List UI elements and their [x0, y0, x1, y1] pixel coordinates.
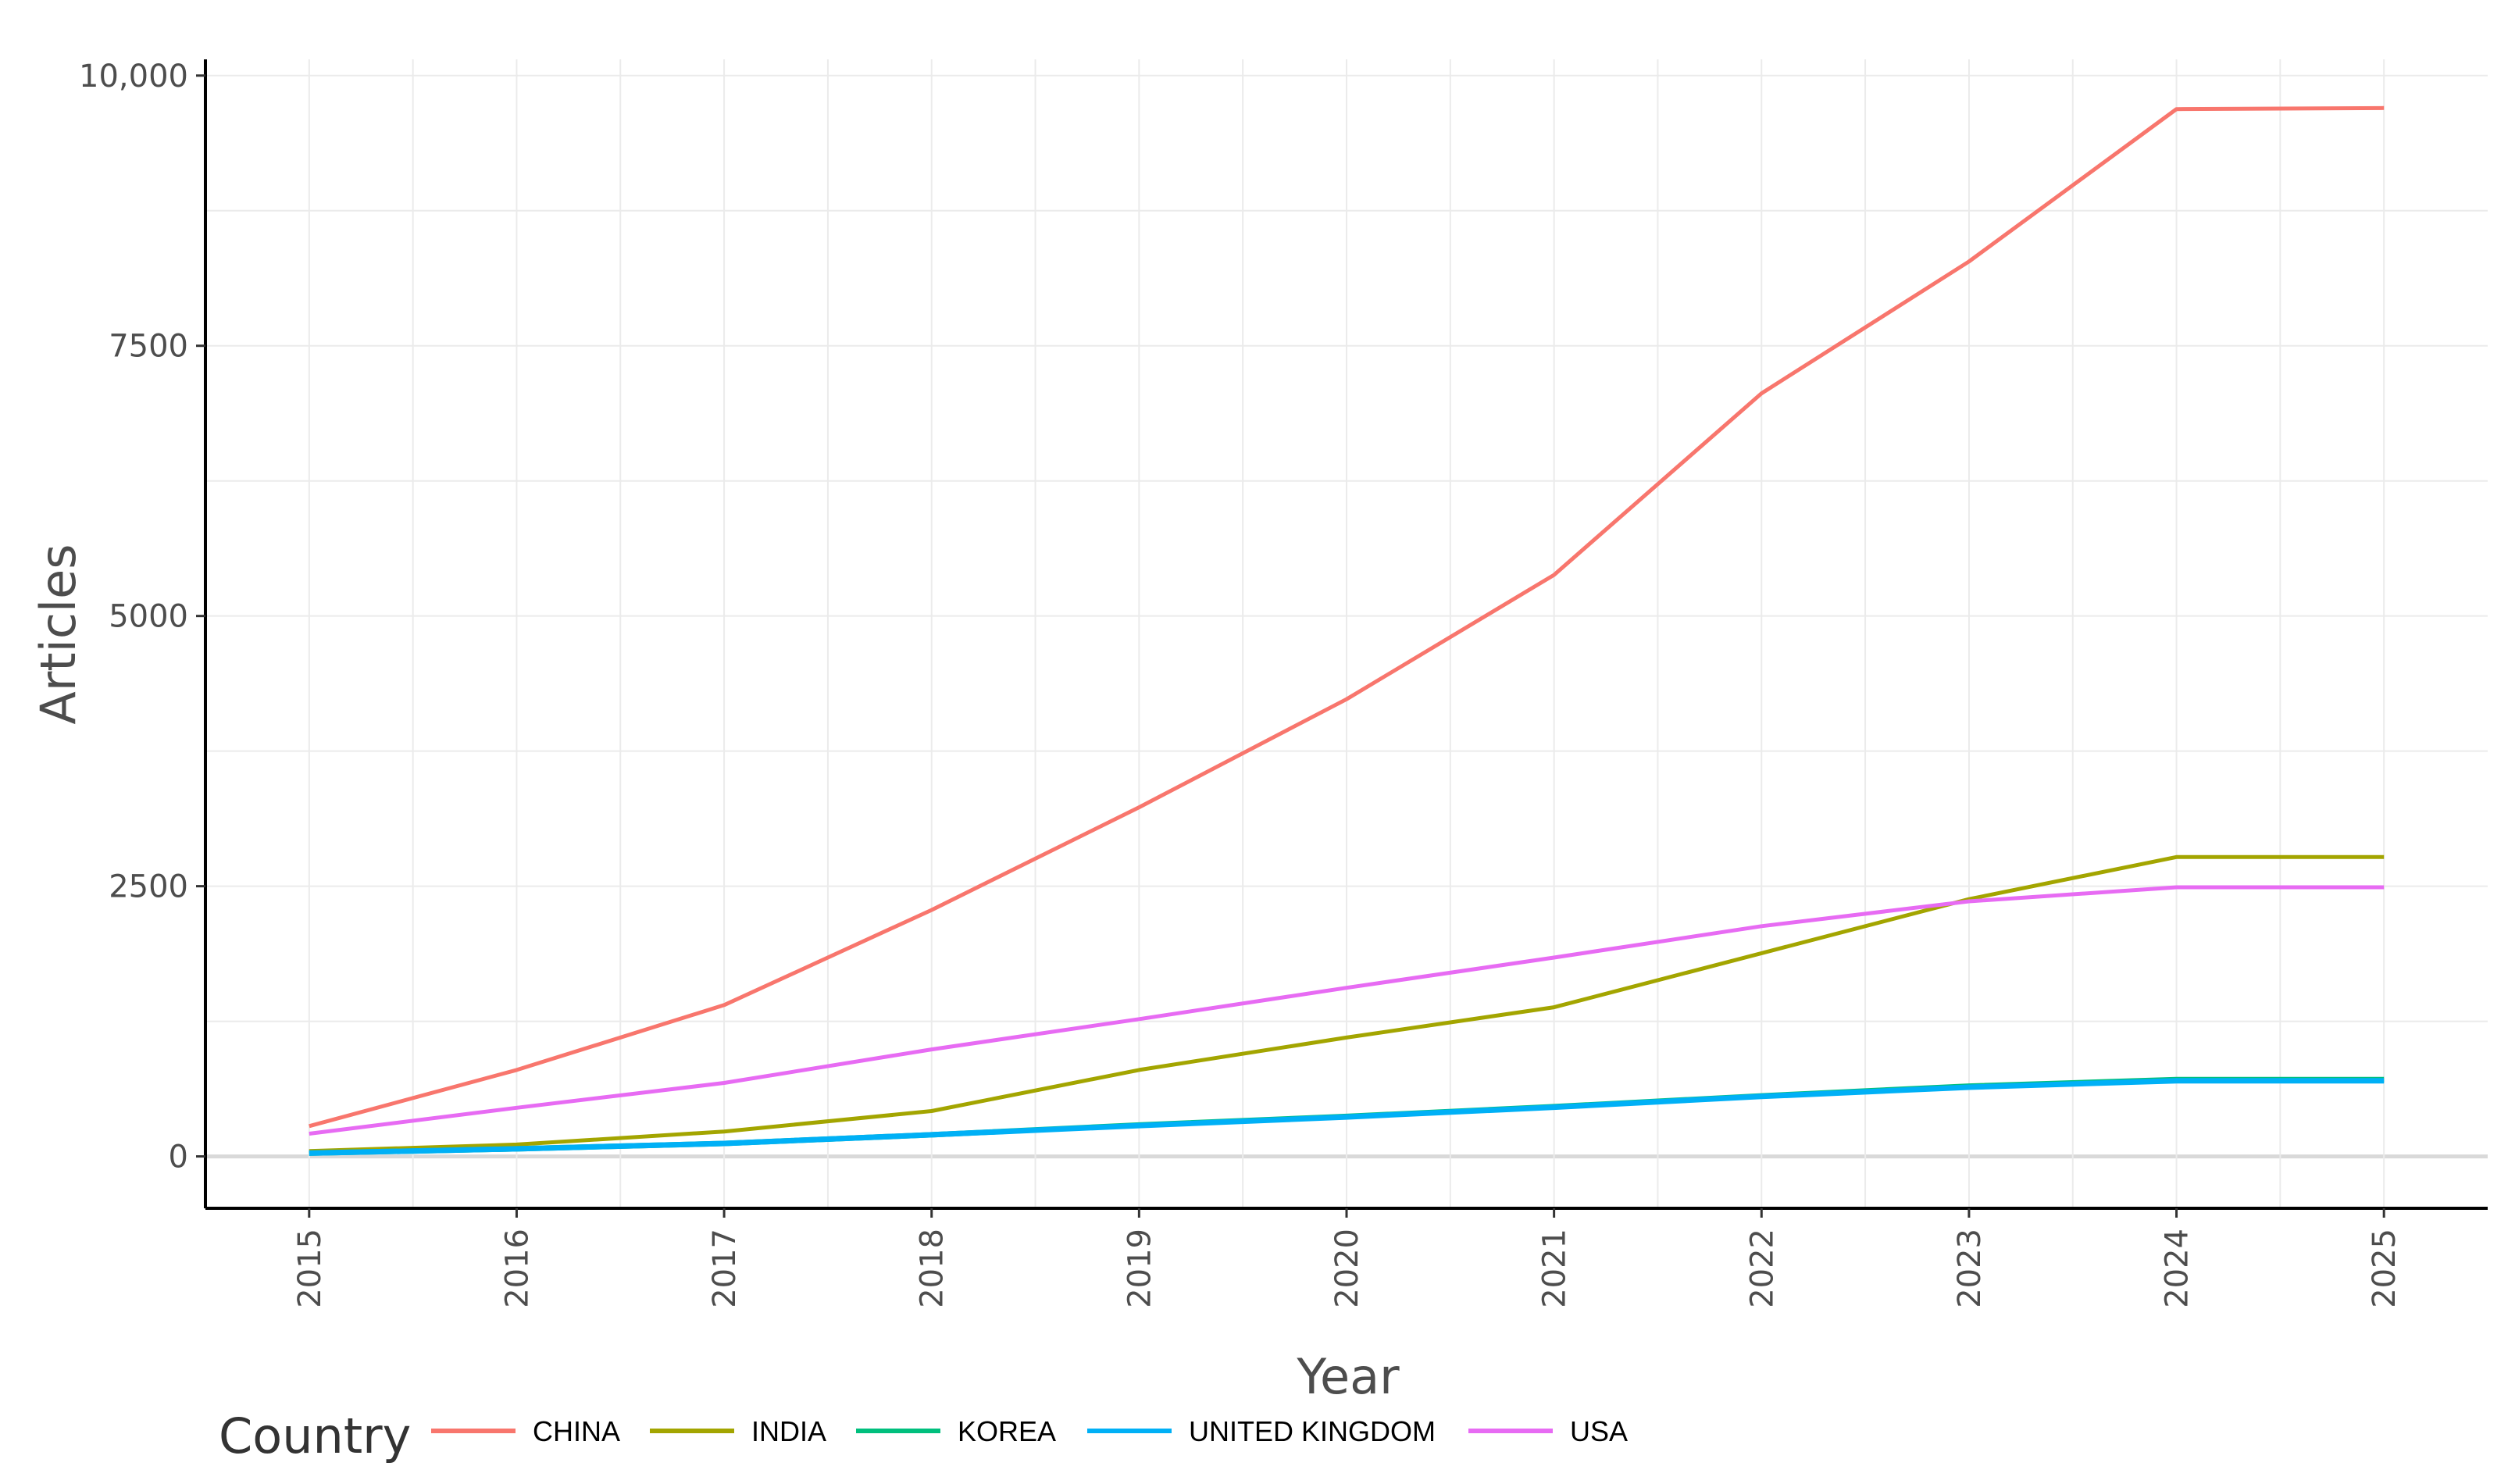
y-tick-label: 5000: [109, 599, 188, 635]
grid: [205, 59, 2488, 1208]
x-tick-label: 2015: [292, 1229, 328, 1308]
legend-item-korea: KOREA: [856, 1415, 1056, 1447]
legend-title: Country: [219, 1407, 411, 1464]
legend-label-korea: KOREA: [958, 1415, 1056, 1447]
x-tick-label: 2017: [707, 1229, 743, 1308]
series-lines: [309, 105, 2385, 1156]
legend-label-china: CHINA: [533, 1415, 620, 1447]
series-line-china: [309, 105, 2385, 1129]
x-tick-label: 2022: [1744, 1229, 1780, 1308]
legend-item-china: CHINA: [431, 1415, 620, 1447]
y-tick-label: 10,000: [79, 59, 188, 95]
x-tick-label: 2024: [2160, 1229, 2196, 1308]
legend-items: CHINA INDIA KOREA UNITED KINGDOM USA: [431, 1415, 1628, 1447]
legend-item-united-kingdom: UNITED KINGDOM: [1087, 1415, 1436, 1447]
x-tick-label: 2018: [915, 1229, 951, 1308]
legend-label-india: INDIA: [751, 1415, 826, 1447]
x-tick-label: 2025: [2367, 1229, 2403, 1308]
y-tick-label: 0: [169, 1140, 188, 1175]
y-tick-label: 7500: [109, 329, 188, 365]
x-tick-label: 2023: [1952, 1229, 1988, 1308]
x-axis-title: Year: [1296, 1348, 1400, 1405]
x-axis-ticks: 2015 2016 2017 2018 2019 2020 2021 2022 2023 2024…: [292, 1208, 2403, 1308]
legend-item-india: INDIA: [650, 1415, 826, 1447]
legend: Country CHINA INDIA KOREA UNITED KINGDOM USA: [219, 1407, 1628, 1464]
x-tick-label: 2021: [1537, 1229, 1573, 1308]
legend-label-usa: USA: [1570, 1415, 1628, 1447]
legend-item-usa: USA: [1468, 1415, 1628, 1447]
y-tick-label: 2500: [109, 869, 188, 905]
x-tick-label: 2020: [1329, 1229, 1365, 1308]
legend-label-united-kingdom: UNITED KINGDOM: [1189, 1415, 1436, 1447]
series-line-united-kingdom: [309, 1078, 2385, 1156]
x-tick-label: 2019: [1122, 1229, 1158, 1308]
series-line-india: [309, 854, 2385, 1154]
y-axis-ticks: 0 2500 5000 7500 10,000: [79, 59, 205, 1175]
x-tick-label: 2016: [499, 1229, 535, 1308]
y-axis-title: Articles: [30, 544, 87, 724]
series-line-usa: [309, 885, 2385, 1136]
